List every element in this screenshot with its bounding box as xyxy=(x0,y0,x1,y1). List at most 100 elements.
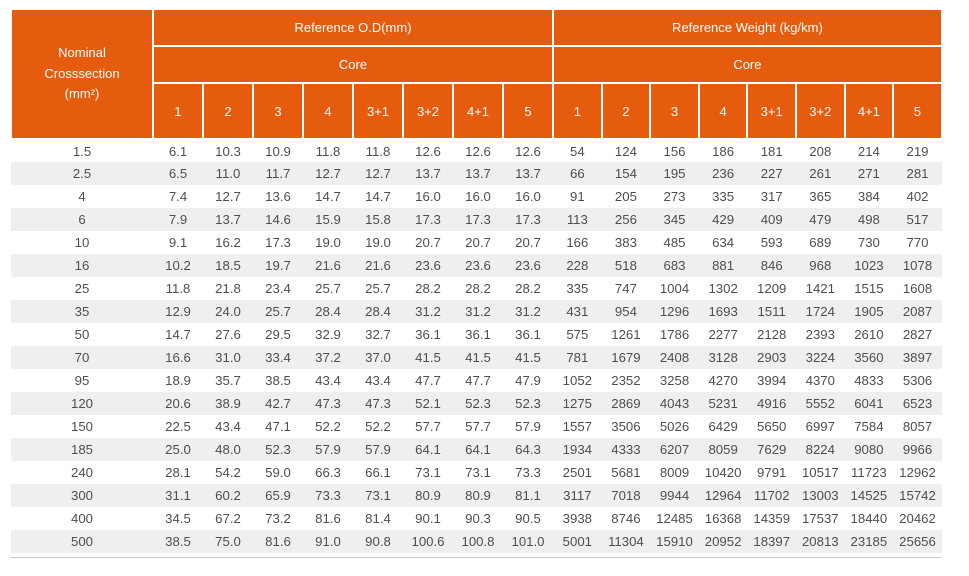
od-value-cell: 14.7 xyxy=(315,189,341,204)
weight-value-cell: 4370 xyxy=(805,373,835,388)
header-columns-row: 1 2 3 4 3+1 3+2 4+1 5 1 2 3 4 3+1 3+2 4+… xyxy=(11,82,943,140)
weight-value-cell: 181 xyxy=(760,143,783,159)
weight-value-cell: 205 xyxy=(614,189,637,204)
weight-value-cell: 1023 xyxy=(854,258,884,273)
od-value-cell: 32.9 xyxy=(315,327,341,342)
weight-value-cell: 5306 xyxy=(902,373,933,388)
od-value-cell: 23.4 xyxy=(265,281,291,296)
weight-col-header: 2 xyxy=(600,82,652,140)
od-value-cell: 12.6 xyxy=(415,143,441,159)
weight-value-cell: 10420 xyxy=(704,465,742,480)
od-col-header: 3+1 xyxy=(352,82,404,140)
od-value-cell: 33.4 xyxy=(265,350,291,365)
od-value-cell: 81.6 xyxy=(315,511,341,526)
weight-value-cell: 20462 xyxy=(899,511,936,526)
od-value-cell: 14.7 xyxy=(165,327,191,342)
table-row: 2.5 6.5 11.0 11.7 12.7 12.7 13.7 13.7 13.7 66 154 1… xyxy=(11,162,942,185)
od-value-cell: 20.6 xyxy=(165,396,191,411)
weight-value-cell: 1421 xyxy=(805,281,835,296)
weight-value-cell: 9966 xyxy=(902,442,933,457)
od-value-cell: 52.3 xyxy=(515,396,541,411)
od-value-cell: 28.4 xyxy=(365,304,391,319)
od-value-cell: 64.1 xyxy=(415,442,441,457)
od-value-cell: 32.7 xyxy=(365,327,391,342)
nominal-cell: 240 xyxy=(70,465,93,480)
weight-value-cell: 593 xyxy=(760,235,783,250)
od-value-cell: 12.7 xyxy=(315,166,341,181)
weight-value-cell: 1052 xyxy=(562,373,592,388)
od-value-cell: 38.9 xyxy=(215,396,241,411)
od-value-cell: 13.6 xyxy=(265,189,291,204)
od-value-cell: 57.9 xyxy=(515,419,541,434)
od-value-cell: 52.3 xyxy=(265,442,291,457)
od-value-cell: 12.6 xyxy=(465,143,491,159)
weight-col-header: 1 xyxy=(552,82,603,140)
weight-value-cell: 1786 xyxy=(659,327,690,342)
od-value-cell: 28.4 xyxy=(315,304,341,319)
od-value-cell: 38.5 xyxy=(265,373,291,388)
weight-value-cell: 2352 xyxy=(611,373,641,388)
od-value-cell: 24.0 xyxy=(215,304,241,319)
nominal-cell: 4 xyxy=(78,189,86,204)
nominal-cell: 10 xyxy=(74,235,90,250)
weight-value-cell: 6207 xyxy=(659,442,690,457)
weight-value-cell: 1275 xyxy=(562,396,592,411)
table-row: 185 25.0 48.0 52.3 57.9 57.9 64.1 64.1 64.3 1934 4… xyxy=(11,438,942,461)
weight-value-cell: 17537 xyxy=(801,511,839,526)
od-value-cell: 11.8 xyxy=(365,143,391,159)
spec-table-container: Nominal Crosssection (mm²) Reference O.D… xyxy=(10,8,943,558)
weight-value-cell: 383 xyxy=(614,235,637,250)
weight-value-cell: 429 xyxy=(712,212,735,227)
weight-value-cell: 485 xyxy=(663,235,686,250)
od-value-cell: 66.1 xyxy=(365,465,391,480)
weight-value-cell: 8224 xyxy=(805,442,835,457)
od-value-cell: 90.5 xyxy=(515,511,541,526)
weight-value-cell: 317 xyxy=(760,189,783,204)
od-value-cell: 16.0 xyxy=(515,189,541,204)
od-value-cell: 18.9 xyxy=(165,373,191,388)
od-value-cell: 81.6 xyxy=(265,534,291,549)
weight-value-cell: 4333 xyxy=(611,442,641,457)
weight-value-cell: 409 xyxy=(760,212,783,227)
weight-value-cell: 14359 xyxy=(753,511,791,526)
od-col-header: 5 xyxy=(501,82,555,140)
weight-value-cell: 5681 xyxy=(611,465,641,480)
weight-value-cell: 335 xyxy=(712,189,735,204)
od-value-cell: 14.6 xyxy=(265,212,291,227)
od-value-cell: 57.9 xyxy=(315,442,341,457)
weight-value-cell: 1296 xyxy=(659,304,690,319)
od-value-cell: 14.7 xyxy=(365,189,391,204)
table-row: 500 38.5 75.0 81.6 91.0 90.8 100.6 100.8 101.0 50… xyxy=(11,530,942,553)
weight-value-cell: 498 xyxy=(857,212,880,227)
nominal-cell: 300 xyxy=(70,488,93,503)
od-value-cell: 29.5 xyxy=(265,327,291,342)
weight-value-cell: 23185 xyxy=(850,534,888,549)
od-col-header: 4+1 xyxy=(452,82,504,140)
weight-value-cell: 634 xyxy=(712,235,735,250)
od-value-cell: 57.7 xyxy=(415,419,441,434)
weight-value-cell: 747 xyxy=(614,281,637,296)
od-value-cell: 47.7 xyxy=(415,373,441,388)
od-value-cell: 27.6 xyxy=(215,327,241,342)
table-row: 70 16.6 31.0 33.4 37.2 37.0 41.5 41.5 41.5 781 167… xyxy=(11,346,942,369)
nominal-cell: 6 xyxy=(78,212,86,227)
weight-value-cell: 3560 xyxy=(854,350,884,365)
od-value-cell: 57.7 xyxy=(465,419,491,434)
od-value-cell: 20.7 xyxy=(515,235,541,250)
od-value-cell: 16.0 xyxy=(415,189,441,204)
weight-value-cell: 6429 xyxy=(708,419,738,434)
weight-value-cell: 6523 xyxy=(902,396,933,411)
weight-col-header: 3+1 xyxy=(746,82,797,140)
od-value-cell: 90.8 xyxy=(365,534,391,549)
nominal-cell: 120 xyxy=(70,396,93,411)
weight-value-cell: 3224 xyxy=(805,350,835,365)
weight-value-cell: 281 xyxy=(906,166,929,181)
weight-value-cell: 2408 xyxy=(659,350,690,365)
weight-value-cell: 214 xyxy=(857,143,880,159)
od-col-header: 3+2 xyxy=(402,82,454,140)
od-value-cell: 25.7 xyxy=(315,281,341,296)
od-value-cell: 28.2 xyxy=(465,281,491,296)
od-value-cell: 20.7 xyxy=(465,235,491,250)
weight-col-header: 5 xyxy=(892,82,943,140)
